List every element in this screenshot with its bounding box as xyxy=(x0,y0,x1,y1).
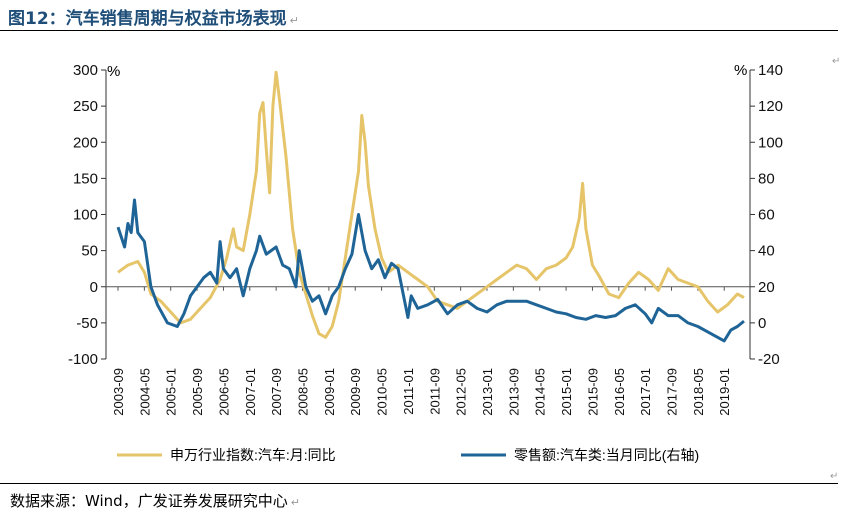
x-tick-label: 2018-05 xyxy=(691,368,706,416)
left-tick-label: 300 xyxy=(73,62,98,79)
chart-area: -100 -50 0 50 100 150 200 250 300 -20 0 20 40 60 80 10… xyxy=(68,62,783,463)
legend-label-right-series: 零售额:汽车类:当月同比(右轴) xyxy=(514,447,699,463)
x-tick-label: 2012-05 xyxy=(454,368,469,416)
x-tick-label: 2008-05 xyxy=(296,368,311,416)
chart-title: 图12：汽车销售周期与权益市场表现 ↵ xyxy=(8,4,299,29)
legend: 申万行业指数:汽车:月:同比 零售额:汽车类:当月同比(右轴) xyxy=(117,447,699,463)
return-mark-icon: ↵ xyxy=(830,471,839,482)
x-tick-label: 2013-01 xyxy=(480,368,495,416)
x-tick-label: 2007-09 xyxy=(269,368,284,416)
series-line-auto-retail xyxy=(116,198,745,343)
left-tick-label: -50 xyxy=(76,315,98,332)
x-tick-label: 2014-05 xyxy=(533,368,548,416)
x-tick-label: 2004-05 xyxy=(137,368,152,416)
left-tick-label: -100 xyxy=(68,351,98,368)
x-tick-label: 2015-09 xyxy=(585,368,600,416)
x-tick-label: 2010-05 xyxy=(375,368,390,416)
x-tick-label: 2005-09 xyxy=(190,368,205,416)
right-axis-ticks: -20 0 20 40 60 80 100 120 140 xyxy=(750,62,783,368)
left-tick-label: 150 xyxy=(73,170,98,187)
x-tick-label: 2019-01 xyxy=(717,368,732,416)
return-mark-icon: ↵ xyxy=(290,496,300,509)
x-tick-label: 2011-09 xyxy=(427,368,442,415)
x-tick-label: 2005-01 xyxy=(164,368,179,416)
right-tick-label: 120 xyxy=(758,98,783,115)
right-tick-label: 20 xyxy=(758,279,775,296)
x-tick-label: 2011-01 xyxy=(401,368,416,415)
x-tick-label: 2009-09 xyxy=(348,368,363,416)
bottom-rule xyxy=(0,483,838,484)
x-tick-label: 2017-01 xyxy=(638,368,653,416)
source-note: 数据来源：Wind，广发证券发展研究中心 ↵ xyxy=(10,490,300,511)
x-tick-label: 2016-05 xyxy=(612,368,627,416)
source-text: 数据来源：Wind，广发证券发展研究中心 xyxy=(10,492,288,510)
left-tick-label: 0 xyxy=(90,279,98,296)
left-tick-label: 50 xyxy=(81,243,98,260)
right-axis-unit: % xyxy=(734,62,747,79)
left-tick-label: 200 xyxy=(73,134,98,151)
right-tick-label: 0 xyxy=(758,315,766,332)
series-layer xyxy=(116,70,745,343)
return-mark-icon: ↵ xyxy=(832,56,841,67)
right-tick-label: 40 xyxy=(758,243,775,260)
right-tick-label: 140 xyxy=(758,62,783,79)
left-axis-ticks: -100 -50 0 50 100 150 200 250 300 xyxy=(68,62,106,368)
legend-label-left-series: 申万行业指数:汽车:月:同比 xyxy=(170,447,336,463)
x-tick-label: 2013-09 xyxy=(506,368,521,416)
x-tick-label: 2017-09 xyxy=(665,368,680,416)
top-rule xyxy=(0,30,838,31)
x-tick-label: 2006-05 xyxy=(216,368,231,416)
return-mark-icon: ↵ xyxy=(289,14,299,27)
left-tick-label: 250 xyxy=(73,98,98,115)
x-axis-ticks: 2003-09 2004-05 2005-01 2005-09 2006-05 2007-… xyxy=(111,286,732,416)
left-axis-unit: % xyxy=(107,63,120,80)
x-tick-label: 2015-01 xyxy=(559,368,574,416)
right-tick-label: 60 xyxy=(758,207,775,224)
right-tick-label: -20 xyxy=(758,351,780,368)
left-tick-label: 100 xyxy=(73,207,98,224)
series-line-auto-index xyxy=(117,70,745,339)
x-tick-label: 2007-01 xyxy=(243,368,258,416)
right-tick-label: 80 xyxy=(758,170,775,187)
right-tick-label: 100 xyxy=(758,134,783,151)
x-tick-label: 2009-01 xyxy=(322,368,337,416)
x-tick-label: 2003-09 xyxy=(111,368,126,416)
chart-title-text: 图12：汽车销售周期与权益市场表现 xyxy=(8,9,287,29)
